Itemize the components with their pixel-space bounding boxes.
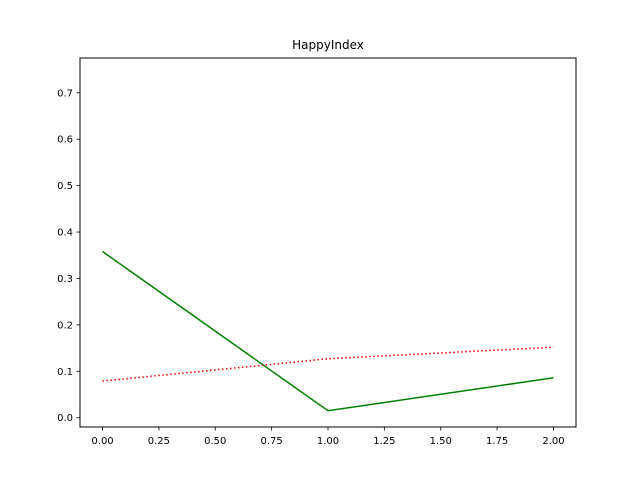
x-tick-label: 2.00: [542, 436, 564, 447]
chart-title: HappyIndex: [292, 38, 364, 52]
x-tick-label: 0.50: [204, 436, 226, 447]
series-line-2: [102, 346, 554, 382]
x-tick-label: 0.00: [91, 436, 113, 447]
series-line-1: [102, 250, 554, 412]
y-tick-label: 0.3: [57, 274, 73, 285]
x-tick-label: 1.25: [373, 436, 395, 447]
x-axis: 0.00 0.25 0.50 0.75 1.00 1.25 1.50 1.75 2.00: [91, 427, 565, 447]
x-tick-label: 0.25: [148, 436, 170, 447]
y-tick-label: 0.0: [57, 413, 73, 424]
y-tick-label: 0.4: [57, 228, 73, 239]
plot-area: 0.00 0.25 0.50 0.75 1.00 1.25 1.50 1.75 2.00 0.0…: [57, 57, 577, 447]
x-tick-label: 1.00: [317, 436, 339, 447]
x-tick-label: 1.50: [430, 436, 452, 447]
x-tick-label: 1.75: [486, 436, 508, 447]
y-tick-label: 0.6: [57, 135, 73, 146]
x-tick-label: 0.75: [261, 436, 283, 447]
y-tick-label: 0.7: [57, 88, 73, 99]
series-layer: [102, 250, 554, 412]
y-tick-label: 0.2: [57, 320, 73, 331]
y-axis: 0.0 0.1 0.2 0.3 0.4 0.5 0.6 0.7: [57, 88, 80, 424]
y-tick-label: 0.5: [57, 181, 73, 192]
y-tick-label: 0.1: [57, 367, 73, 378]
